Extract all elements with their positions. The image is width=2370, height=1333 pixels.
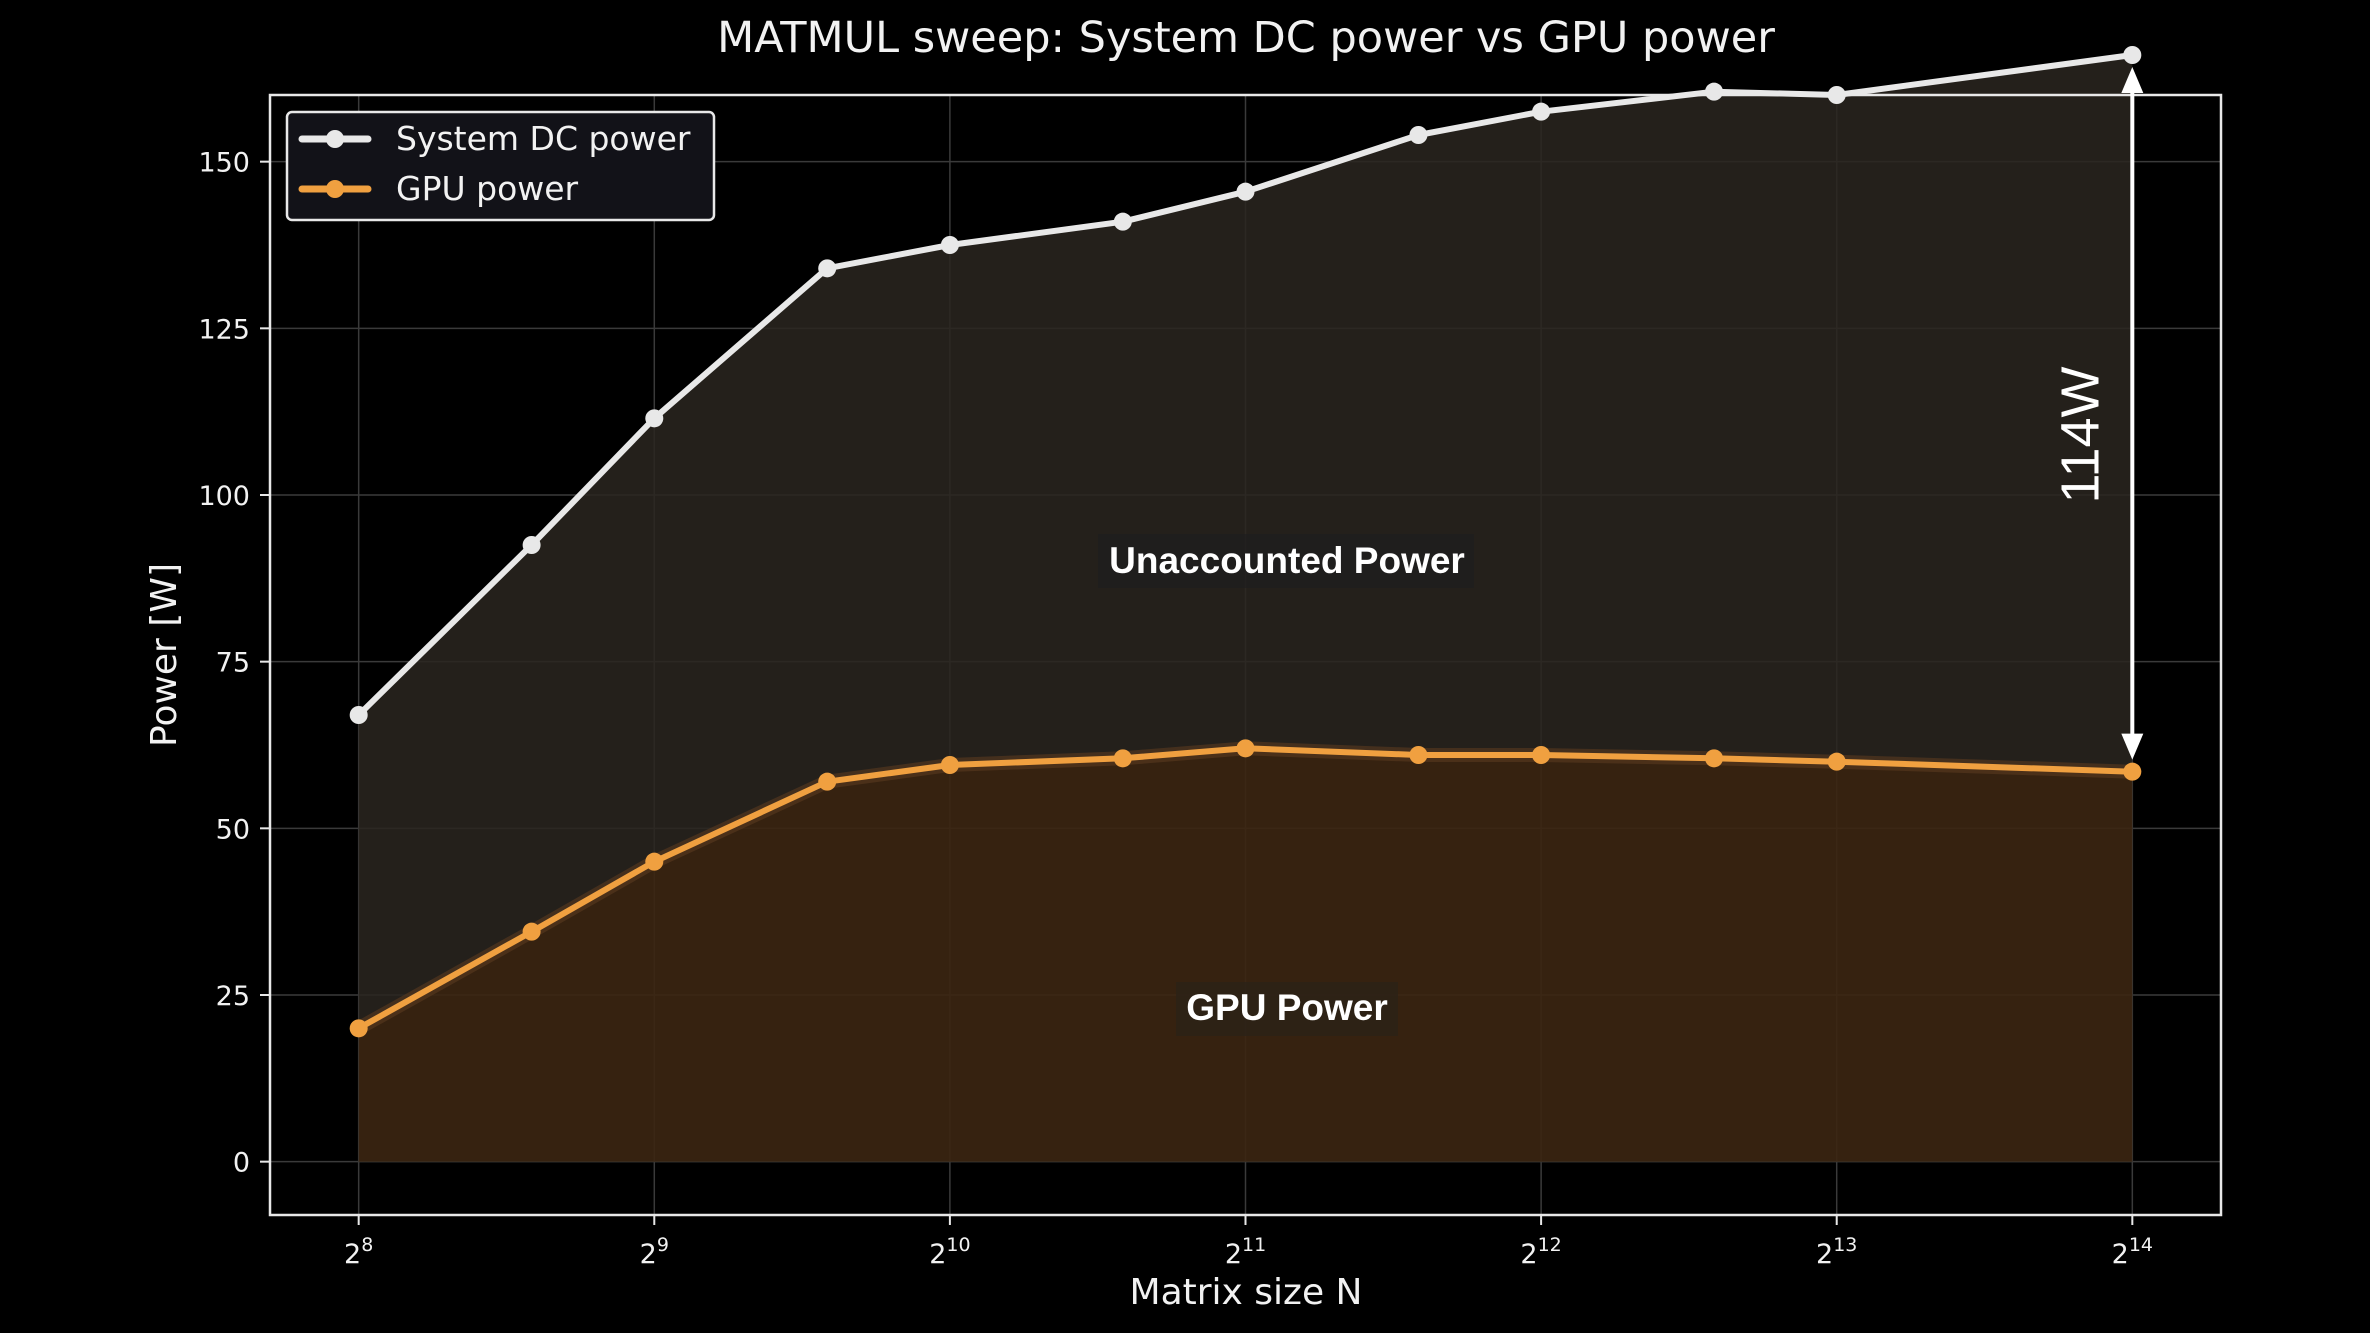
system-dc-power-point bbox=[645, 409, 664, 428]
gap-arrow-head-bottom bbox=[2121, 733, 2144, 760]
y-tick-label: 125 bbox=[198, 314, 250, 345]
y-tick-label: 100 bbox=[198, 481, 250, 512]
chart-title: MATMUL sweep: System DC power vs GPU pow… bbox=[717, 13, 1775, 63]
y-tick-label: 50 bbox=[216, 814, 250, 845]
x-tick-exponent: 14 bbox=[2129, 1234, 2153, 1256]
x-tick-base: 2 bbox=[1225, 1239, 1242, 1270]
x-tick-exponent: 13 bbox=[1833, 1234, 1857, 1256]
system-dc-power-point bbox=[2123, 46, 2142, 64]
legend-box bbox=[285, 110, 716, 222]
legend-system-marker bbox=[326, 130, 344, 148]
gpu-power-label-bg bbox=[1176, 982, 1398, 1036]
x-tick-base: 2 bbox=[2112, 1239, 2129, 1270]
gpu-power-point bbox=[940, 756, 959, 774]
series-lines bbox=[355, 52, 2133, 1035]
gpu-power-area-label: GPU Power bbox=[1186, 987, 1388, 1028]
gpu-power-point bbox=[818, 772, 837, 791]
unaccounted-power-label: Unaccounted Power bbox=[1109, 540, 1465, 581]
x-axis-ticks: 28 29 210 211 212 213 214 bbox=[344, 1215, 2153, 1270]
gpu-power-line bbox=[357, 745, 2133, 1031]
x-tick-label: 214 bbox=[2112, 1234, 2153, 1270]
x-axis-label: Matrix size N bbox=[1130, 1272, 1363, 1313]
gpu-power-point bbox=[1532, 746, 1551, 764]
legend-system-label: System DC power bbox=[396, 119, 691, 158]
x-tick-exponent: 8 bbox=[361, 1234, 373, 1256]
x-tick-exponent: 12 bbox=[1538, 1234, 1562, 1256]
system-dc-power-point bbox=[1705, 82, 1724, 101]
gap-arrow bbox=[2121, 67, 2144, 760]
x-tick-label: 213 bbox=[1816, 1234, 1857, 1270]
gpu-power-point bbox=[349, 1019, 368, 1038]
unaccounted-label-bg bbox=[1098, 534, 1474, 588]
x-tick-base: 2 bbox=[344, 1239, 361, 1270]
system-dc-power-point bbox=[1532, 102, 1551, 121]
gpu-power-point bbox=[645, 852, 664, 871]
x-tick-base: 2 bbox=[1816, 1239, 1833, 1270]
y-axis-label: Power [W] bbox=[144, 563, 185, 747]
system-dc-power-point bbox=[349, 706, 368, 724]
y-tick-label: 75 bbox=[216, 648, 250, 679]
x-tick-exponent: 11 bbox=[1242, 1234, 1266, 1256]
gpu-power-point bbox=[522, 922, 541, 941]
system-dc-power-point bbox=[1236, 182, 1255, 201]
gpu-power-point bbox=[1827, 752, 1846, 771]
gpu-power-point bbox=[1409, 746, 1428, 764]
legend-gpu-marker bbox=[326, 180, 344, 198]
y-tick-label: 0 bbox=[233, 1148, 250, 1179]
system-dc-power-point bbox=[1409, 126, 1428, 144]
legend-gpu-label: GPU power bbox=[396, 169, 579, 208]
x-tick-label: 212 bbox=[1520, 1234, 1561, 1270]
gap-annotation-label: 114W bbox=[2050, 366, 2110, 503]
gpu-power-point bbox=[2123, 762, 2142, 781]
y-tick-label: 150 bbox=[198, 148, 250, 179]
system-dc-power-point bbox=[940, 236, 959, 254]
x-tick-exponent: 9 bbox=[657, 1234, 669, 1256]
y-axis-ticks: 0 25 50 75 100 125 150 bbox=[198, 148, 270, 1179]
gpu-area-fill bbox=[358, 748, 2133, 1162]
gap-arrow-head-top bbox=[2121, 67, 2144, 93]
system-dc-power-point bbox=[1113, 212, 1132, 231]
system-dc-power-point bbox=[818, 259, 837, 278]
x-tick-exponent: 10 bbox=[946, 1234, 970, 1256]
x-tick-label: 28 bbox=[344, 1234, 373, 1270]
x-tick-label: 29 bbox=[640, 1234, 669, 1270]
system-dc-power-line bbox=[356, 52, 2133, 718]
x-tick-base: 2 bbox=[929, 1239, 946, 1270]
x-tick-label: 211 bbox=[1225, 1234, 1266, 1270]
gpu-power-point bbox=[1236, 739, 1255, 758]
x-tick-base: 2 bbox=[1520, 1239, 1537, 1270]
gpu-power-point bbox=[1113, 749, 1132, 768]
gpu-power-point bbox=[1705, 749, 1724, 768]
legend: System DC power GPU power bbox=[285, 110, 716, 222]
x-tick-base: 2 bbox=[640, 1239, 657, 1270]
series-markers bbox=[349, 46, 2142, 1038]
y-tick-label: 25 bbox=[216, 981, 250, 1012]
x-tick-label: 210 bbox=[929, 1234, 970, 1270]
system-dc-power-point bbox=[522, 536, 541, 554]
